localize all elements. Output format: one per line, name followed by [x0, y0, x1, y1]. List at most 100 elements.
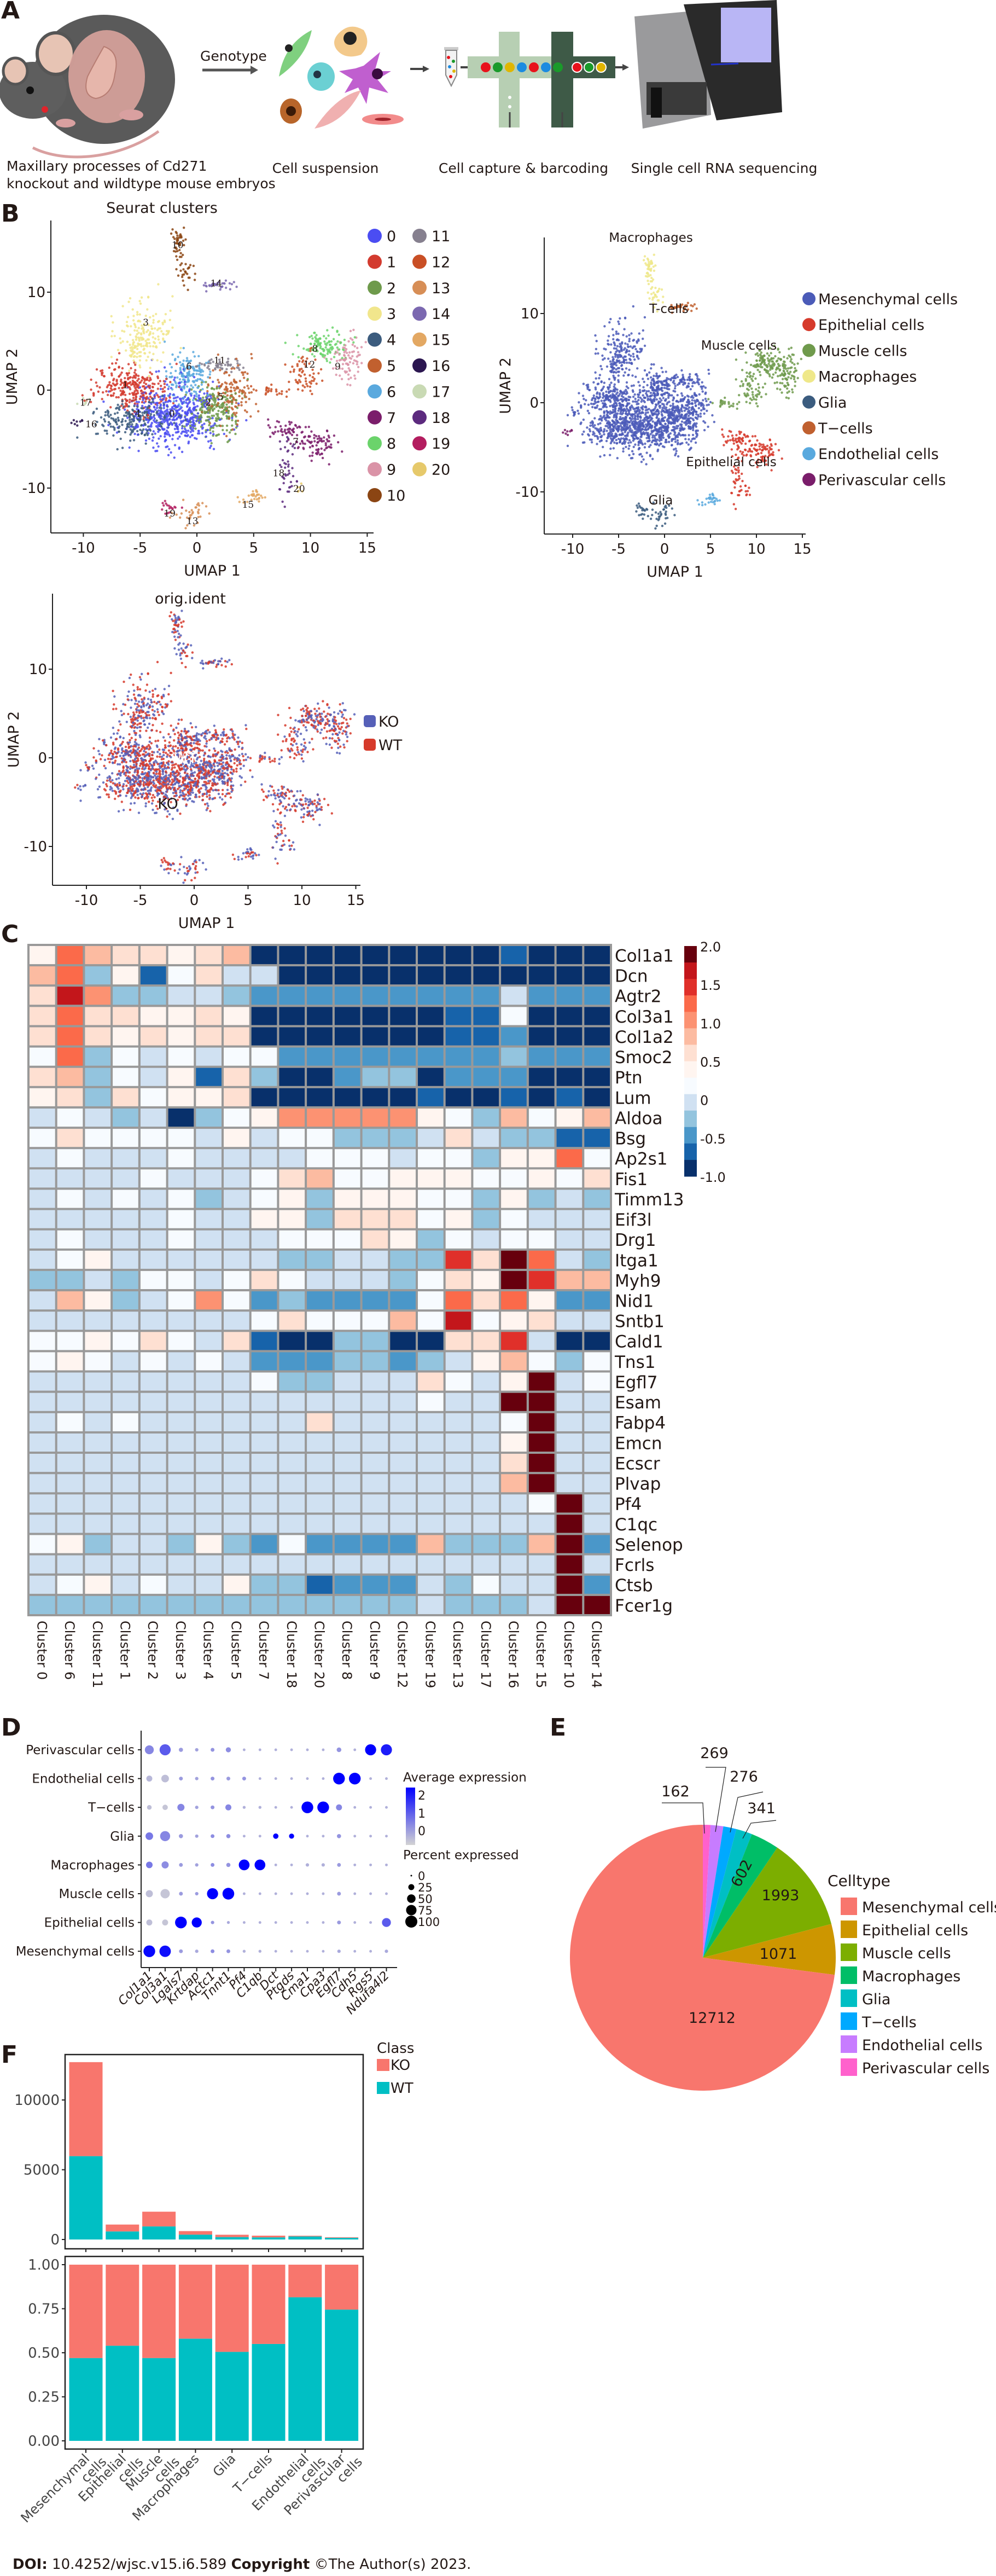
- umap-point: [231, 428, 234, 431]
- umap-point: [225, 388, 228, 391]
- umap-point: [201, 432, 204, 434]
- umap-point: [267, 418, 270, 421]
- cluster-label: 11: [214, 356, 226, 367]
- umap-point: [777, 449, 781, 451]
- umap-point: [228, 374, 231, 377]
- umap-point: [212, 380, 214, 383]
- umap-point: [146, 308, 149, 311]
- umap-point: [622, 404, 625, 407]
- umap-point: [696, 499, 699, 502]
- umap-point: [194, 379, 197, 382]
- legend-swatch: [802, 421, 816, 434]
- umap-point: [626, 343, 629, 346]
- umap-point: [99, 369, 102, 373]
- umap-point: [118, 387, 120, 390]
- umap-point: [624, 434, 627, 437]
- umap-point: [201, 374, 204, 376]
- umap-point: [180, 386, 183, 389]
- umap-point: [643, 396, 646, 399]
- umap-point: [625, 388, 627, 391]
- umap-point: [121, 399, 124, 402]
- umap-point: [615, 330, 618, 333]
- genotype-label: Genotype: [200, 48, 267, 64]
- umap-point: [136, 384, 138, 386]
- umap-point: [215, 405, 218, 408]
- umap-point: [642, 405, 644, 408]
- umap-point: [650, 287, 653, 290]
- umap-point: [241, 397, 244, 400]
- legend-label: Macrophages: [818, 369, 917, 386]
- umap-point: [637, 502, 640, 505]
- umap-point: [654, 429, 657, 432]
- umap-point: [622, 409, 625, 412]
- umap-point: [201, 427, 204, 430]
- umap-point: [625, 445, 627, 449]
- umap-point: [158, 407, 161, 409]
- umap-point: [625, 335, 628, 338]
- umap-point: [655, 386, 659, 388]
- umap-point: [193, 421, 195, 425]
- umap-point: [605, 390, 608, 393]
- umap-point: [591, 405, 594, 409]
- umap-point: [308, 446, 312, 449]
- umap-point: [234, 432, 237, 436]
- umap-point: [201, 423, 203, 427]
- bead-icon: [572, 62, 583, 73]
- legend-swatch: [412, 410, 427, 425]
- umap-point: [357, 370, 359, 373]
- umap-point: [132, 359, 135, 362]
- umap-point: [707, 368, 710, 372]
- umap-point: [225, 429, 228, 432]
- umap-point: [582, 382, 585, 385]
- umap-point: [322, 355, 324, 358]
- umap-point: [167, 424, 170, 427]
- umap-point: [789, 360, 792, 363]
- umap-point: [688, 427, 690, 430]
- umap-point: [172, 402, 175, 405]
- umap-point: [624, 355, 627, 358]
- cluster-label: 16: [85, 419, 97, 430]
- arrow-icon: [410, 66, 429, 72]
- umap-point: [163, 382, 166, 385]
- umap-point: [672, 381, 674, 384]
- umap-point: [297, 490, 300, 492]
- umap-point: [137, 401, 141, 403]
- umap-point: [130, 353, 133, 357]
- umap-point: [246, 378, 249, 381]
- umap-point: [313, 378, 316, 380]
- umap-point: [194, 391, 197, 393]
- umap-point: [133, 426, 136, 429]
- umap-point: [285, 395, 288, 398]
- umap-point: [593, 417, 596, 420]
- umap-point: [168, 448, 171, 451]
- umap-point: [152, 415, 155, 418]
- umap-point: [689, 373, 691, 376]
- umap-point: [159, 398, 162, 401]
- umap-point: [794, 369, 797, 373]
- umap-point: [609, 426, 611, 429]
- umap-point: [137, 327, 140, 329]
- umap-point: [136, 333, 138, 335]
- umap-point: [721, 433, 724, 436]
- umap-point: [182, 498, 185, 501]
- umap-point: [776, 381, 778, 384]
- umap-point: [605, 439, 608, 443]
- umap-point: [214, 368, 217, 371]
- umap-point: [671, 444, 673, 446]
- umap-point: [168, 393, 172, 396]
- umap-point: [580, 406, 583, 409]
- umap-point: [135, 362, 137, 364]
- umap-point: [196, 405, 199, 408]
- umap-point: [208, 404, 211, 407]
- umap-point: [347, 340, 350, 343]
- umap-point: [347, 354, 350, 357]
- umap-point: [325, 446, 328, 450]
- umap-point: [162, 351, 165, 354]
- umap-point: [587, 403, 590, 406]
- umap-point: [636, 350, 639, 353]
- umap-point: [142, 420, 145, 422]
- umap-point: [109, 390, 112, 393]
- umap-point: [641, 443, 644, 446]
- umap-point: [732, 503, 736, 506]
- umap-point: [714, 500, 717, 502]
